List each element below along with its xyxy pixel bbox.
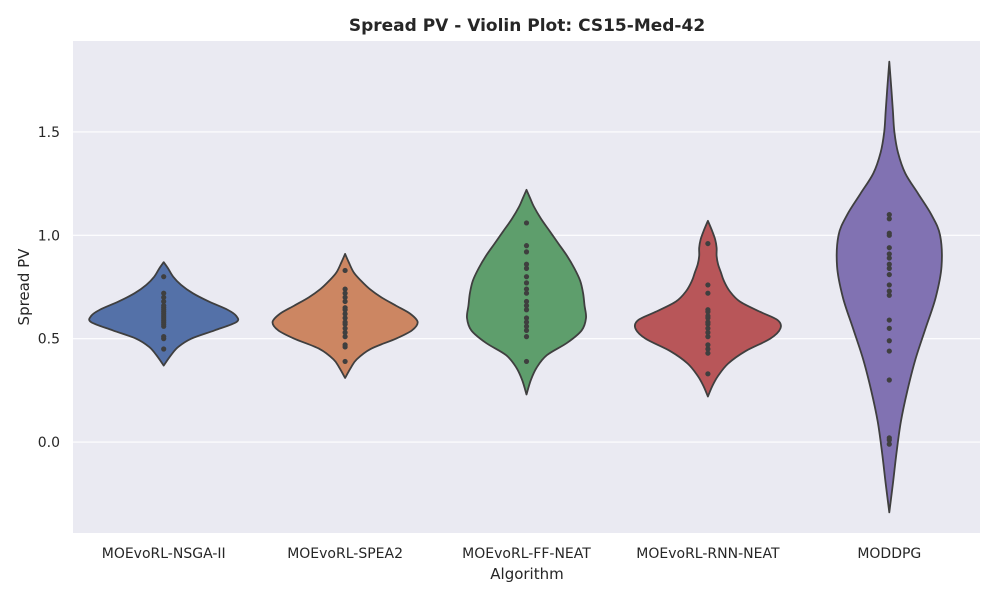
violin-point (342, 267, 348, 274)
violin-point (705, 325, 711, 331)
violin-point (886, 435, 892, 441)
violin-point (886, 441, 892, 447)
violin-point (705, 282, 711, 288)
violin-point (161, 303, 167, 309)
violin-point (342, 290, 348, 296)
violins (88, 60, 943, 514)
x-axis-ticks: MOEvoRL-NSGA-II MOEvoRL-SPEA2 MOEvoRL-FF-N… (102, 546, 922, 562)
violin-point (342, 334, 348, 340)
violin-point (705, 313, 711, 319)
y-axis-ticks: 0.0 0.5 1.0 1.5 (38, 125, 60, 451)
violin-point (523, 280, 530, 286)
violin-point (705, 240, 711, 247)
y-tick-label: 1.0 (38, 228, 60, 244)
violin-point (705, 307, 711, 313)
violin-point (523, 319, 530, 325)
violin-group (271, 253, 419, 379)
violin-point (342, 311, 348, 317)
violin-point (705, 342, 711, 348)
violin-point (705, 350, 711, 356)
violin-point (886, 317, 892, 323)
violin-point (523, 323, 530, 329)
violin-point (705, 319, 711, 325)
violin-point (705, 290, 711, 296)
violin-point (161, 294, 167, 300)
violin-point (161, 290, 167, 296)
violin-point (342, 329, 348, 336)
x-tick-label: MOEvoRL-FF-NEAT (462, 546, 591, 562)
violin-point (705, 371, 711, 377)
violin-point (886, 265, 892, 271)
violin-point (161, 334, 167, 340)
x-tick-label: MOEvoRL-RNN-NEAT (636, 546, 780, 562)
y-axis-label: Spread PV (15, 248, 33, 326)
chart-title: Spread PV - Violin Plot: CS15-Med-42 (349, 16, 705, 36)
violin-point (342, 286, 348, 292)
violin-point (161, 274, 167, 280)
violin-point (886, 216, 892, 222)
violin-point (342, 358, 348, 365)
violin-group (466, 188, 587, 396)
violin-group (88, 261, 240, 367)
violin-point (705, 329, 711, 336)
violin-point (523, 315, 530, 321)
violin-point (342, 315, 348, 321)
violin-point (523, 334, 530, 340)
violin-point (523, 290, 530, 296)
violin-point (523, 274, 530, 280)
y-tick-label: 0.0 (38, 435, 60, 451)
violin-point (886, 261, 892, 267)
violin-point (161, 298, 167, 305)
violin-point (523, 249, 530, 255)
violin-point (705, 346, 711, 352)
violin-point (886, 271, 892, 278)
violin-point (523, 243, 530, 249)
violin-point (886, 245, 892, 251)
violin-point (886, 230, 892, 236)
y-tick-label: 1.5 (38, 125, 60, 141)
violin-point (342, 298, 348, 305)
x-tick-label: MOEvoRL-SPEA2 (287, 546, 403, 562)
violin-point (523, 327, 530, 334)
violin-point (342, 342, 348, 348)
violin-point (342, 305, 348, 311)
violin-point (523, 307, 530, 313)
y-tick-label: 0.5 (38, 332, 60, 348)
violin-point (342, 294, 348, 300)
violin-point (161, 346, 167, 352)
violin-point (523, 265, 530, 271)
violin-point (886, 377, 892, 383)
violin-point (523, 303, 530, 309)
violin-group (633, 219, 782, 398)
violin-point (523, 358, 530, 365)
violin-point (886, 292, 892, 298)
violin-point (705, 334, 711, 340)
violin-point (886, 251, 892, 257)
violin-point (886, 212, 892, 218)
violin-point (342, 325, 348, 331)
violin-point (886, 288, 892, 294)
violin-point (886, 255, 892, 261)
violin-point (523, 298, 530, 305)
violin-point (886, 325, 892, 331)
violin-point (523, 286, 530, 292)
x-axis-label: Algorithm (490, 565, 563, 583)
violin-group (835, 60, 943, 514)
violin-point (886, 338, 892, 344)
violin-point (523, 261, 530, 267)
violin-point (342, 319, 348, 325)
violin-point (523, 220, 530, 226)
x-tick-label: MODDPG (857, 546, 921, 562)
violin-point (886, 282, 892, 288)
x-tick-label: MOEvoRL-NSGA-II (102, 546, 226, 562)
violin-point (886, 348, 892, 354)
